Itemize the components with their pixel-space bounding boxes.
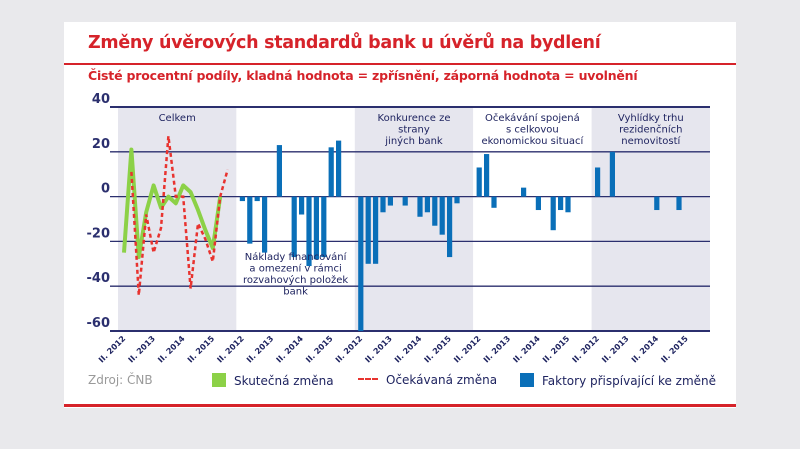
x-tick-label: II. 2012 [571, 334, 601, 364]
bar [254, 196, 260, 202]
y-tick-label: -20 [87, 226, 111, 241]
legend-item-expected: Očekávaná změna [358, 373, 497, 387]
bar [387, 196, 393, 206]
panel-background [591, 107, 710, 331]
x-tick-label: II. 2014 [511, 334, 542, 365]
panel-background [473, 107, 592, 331]
legend-label: Očekávaná změna [386, 373, 498, 387]
bar [491, 196, 497, 208]
bar [380, 196, 386, 213]
bar [558, 196, 564, 211]
bar [484, 154, 490, 197]
panel-label: Vyhlídky trhu rezidenčních nemovitostí [618, 112, 684, 147]
x-tick-label: II. 2014 [275, 334, 306, 365]
bar [454, 196, 460, 204]
legend-swatch-green [212, 373, 226, 387]
bar [654, 196, 660, 211]
y-tick-label: 20 [92, 137, 110, 152]
source-note: Zdroj: ČNB [88, 373, 153, 387]
y-tick-label: 0 [101, 182, 110, 197]
legend-swatch-red-dashed [358, 378, 378, 380]
title-divider [64, 63, 736, 65]
x-tick-label: II. 2015 [423, 334, 454, 365]
bar [417, 196, 423, 217]
x-tick-label: II. 2014 [630, 334, 661, 365]
x-tick-label: II. 2014 [156, 334, 187, 365]
bar [313, 196, 319, 260]
bar [402, 196, 408, 206]
bar [550, 196, 556, 231]
bar [432, 196, 438, 226]
bar [424, 196, 430, 213]
actual-change-line [122, 147, 223, 260]
x-tick-label: II. 2013 [127, 334, 157, 364]
bar [328, 147, 334, 197]
panel-label: Náklady financování a omezení v rámci rozv… [243, 251, 348, 298]
bar [535, 196, 541, 211]
panel-label: Konkurence ze strany jiných bank [378, 113, 451, 147]
bottom-divider [64, 404, 736, 407]
bar [521, 187, 527, 197]
chart-subtitle: Čisté procentní podíly, kladná hodnota =… [88, 68, 638, 83]
x-tick-label: II. 2013 [600, 334, 630, 364]
bar [358, 196, 364, 331]
expected-change-line [130, 135, 229, 296]
bar [291, 196, 297, 258]
bar [476, 167, 482, 197]
x-tick-label: II. 2015 [541, 334, 572, 365]
legend-swatch-blue [520, 373, 534, 387]
y-tick-label: 40 [92, 92, 110, 107]
bar [247, 196, 253, 244]
legend-item-factors: Faktory přispívající ke změně [520, 373, 716, 388]
bar [365, 196, 371, 264]
bar [306, 196, 312, 267]
x-tick-label: II. 2012 [97, 334, 127, 364]
bar [609, 151, 615, 197]
x-tick-label: II. 2012 [452, 334, 482, 364]
bar [447, 196, 453, 258]
y-tick-label: -40 [87, 271, 111, 286]
bar [239, 196, 245, 202]
x-tick-label: II. 2013 [245, 334, 275, 364]
bar [336, 140, 342, 197]
y-tick-label: -60 [87, 316, 111, 331]
bar [299, 196, 305, 215]
x-tick-label: II. 2012 [215, 334, 245, 364]
legend-label: Skutečná změna [234, 374, 334, 388]
bar [439, 196, 445, 235]
chart-title: Změny úvěrových standardů bank u úvěrů n… [88, 33, 601, 53]
bar [276, 145, 282, 197]
x-tick-label: II. 2015 [659, 334, 690, 365]
bar [262, 196, 268, 253]
bar [595, 167, 601, 197]
bar [565, 196, 571, 213]
legend-label: Faktory přispívající ke změně [542, 374, 717, 388]
panel-label: Celkem [159, 113, 196, 124]
legend-item-actual: Skutečná změna [212, 373, 334, 388]
bar [373, 196, 379, 264]
bar [321, 196, 327, 258]
x-tick-label: II. 2014 [393, 334, 424, 365]
x-tick-label: II. 2013 [363, 334, 393, 364]
x-tick-label: II. 2015 [304, 334, 335, 365]
x-tick-label: II. 2012 [334, 334, 364, 364]
panel-label: Očekávání spojená s celkovou ekonomickou s… [481, 112, 584, 147]
x-tick-label: II. 2015 [186, 334, 217, 365]
x-tick-label: II. 2013 [482, 334, 512, 364]
bar [676, 196, 682, 211]
